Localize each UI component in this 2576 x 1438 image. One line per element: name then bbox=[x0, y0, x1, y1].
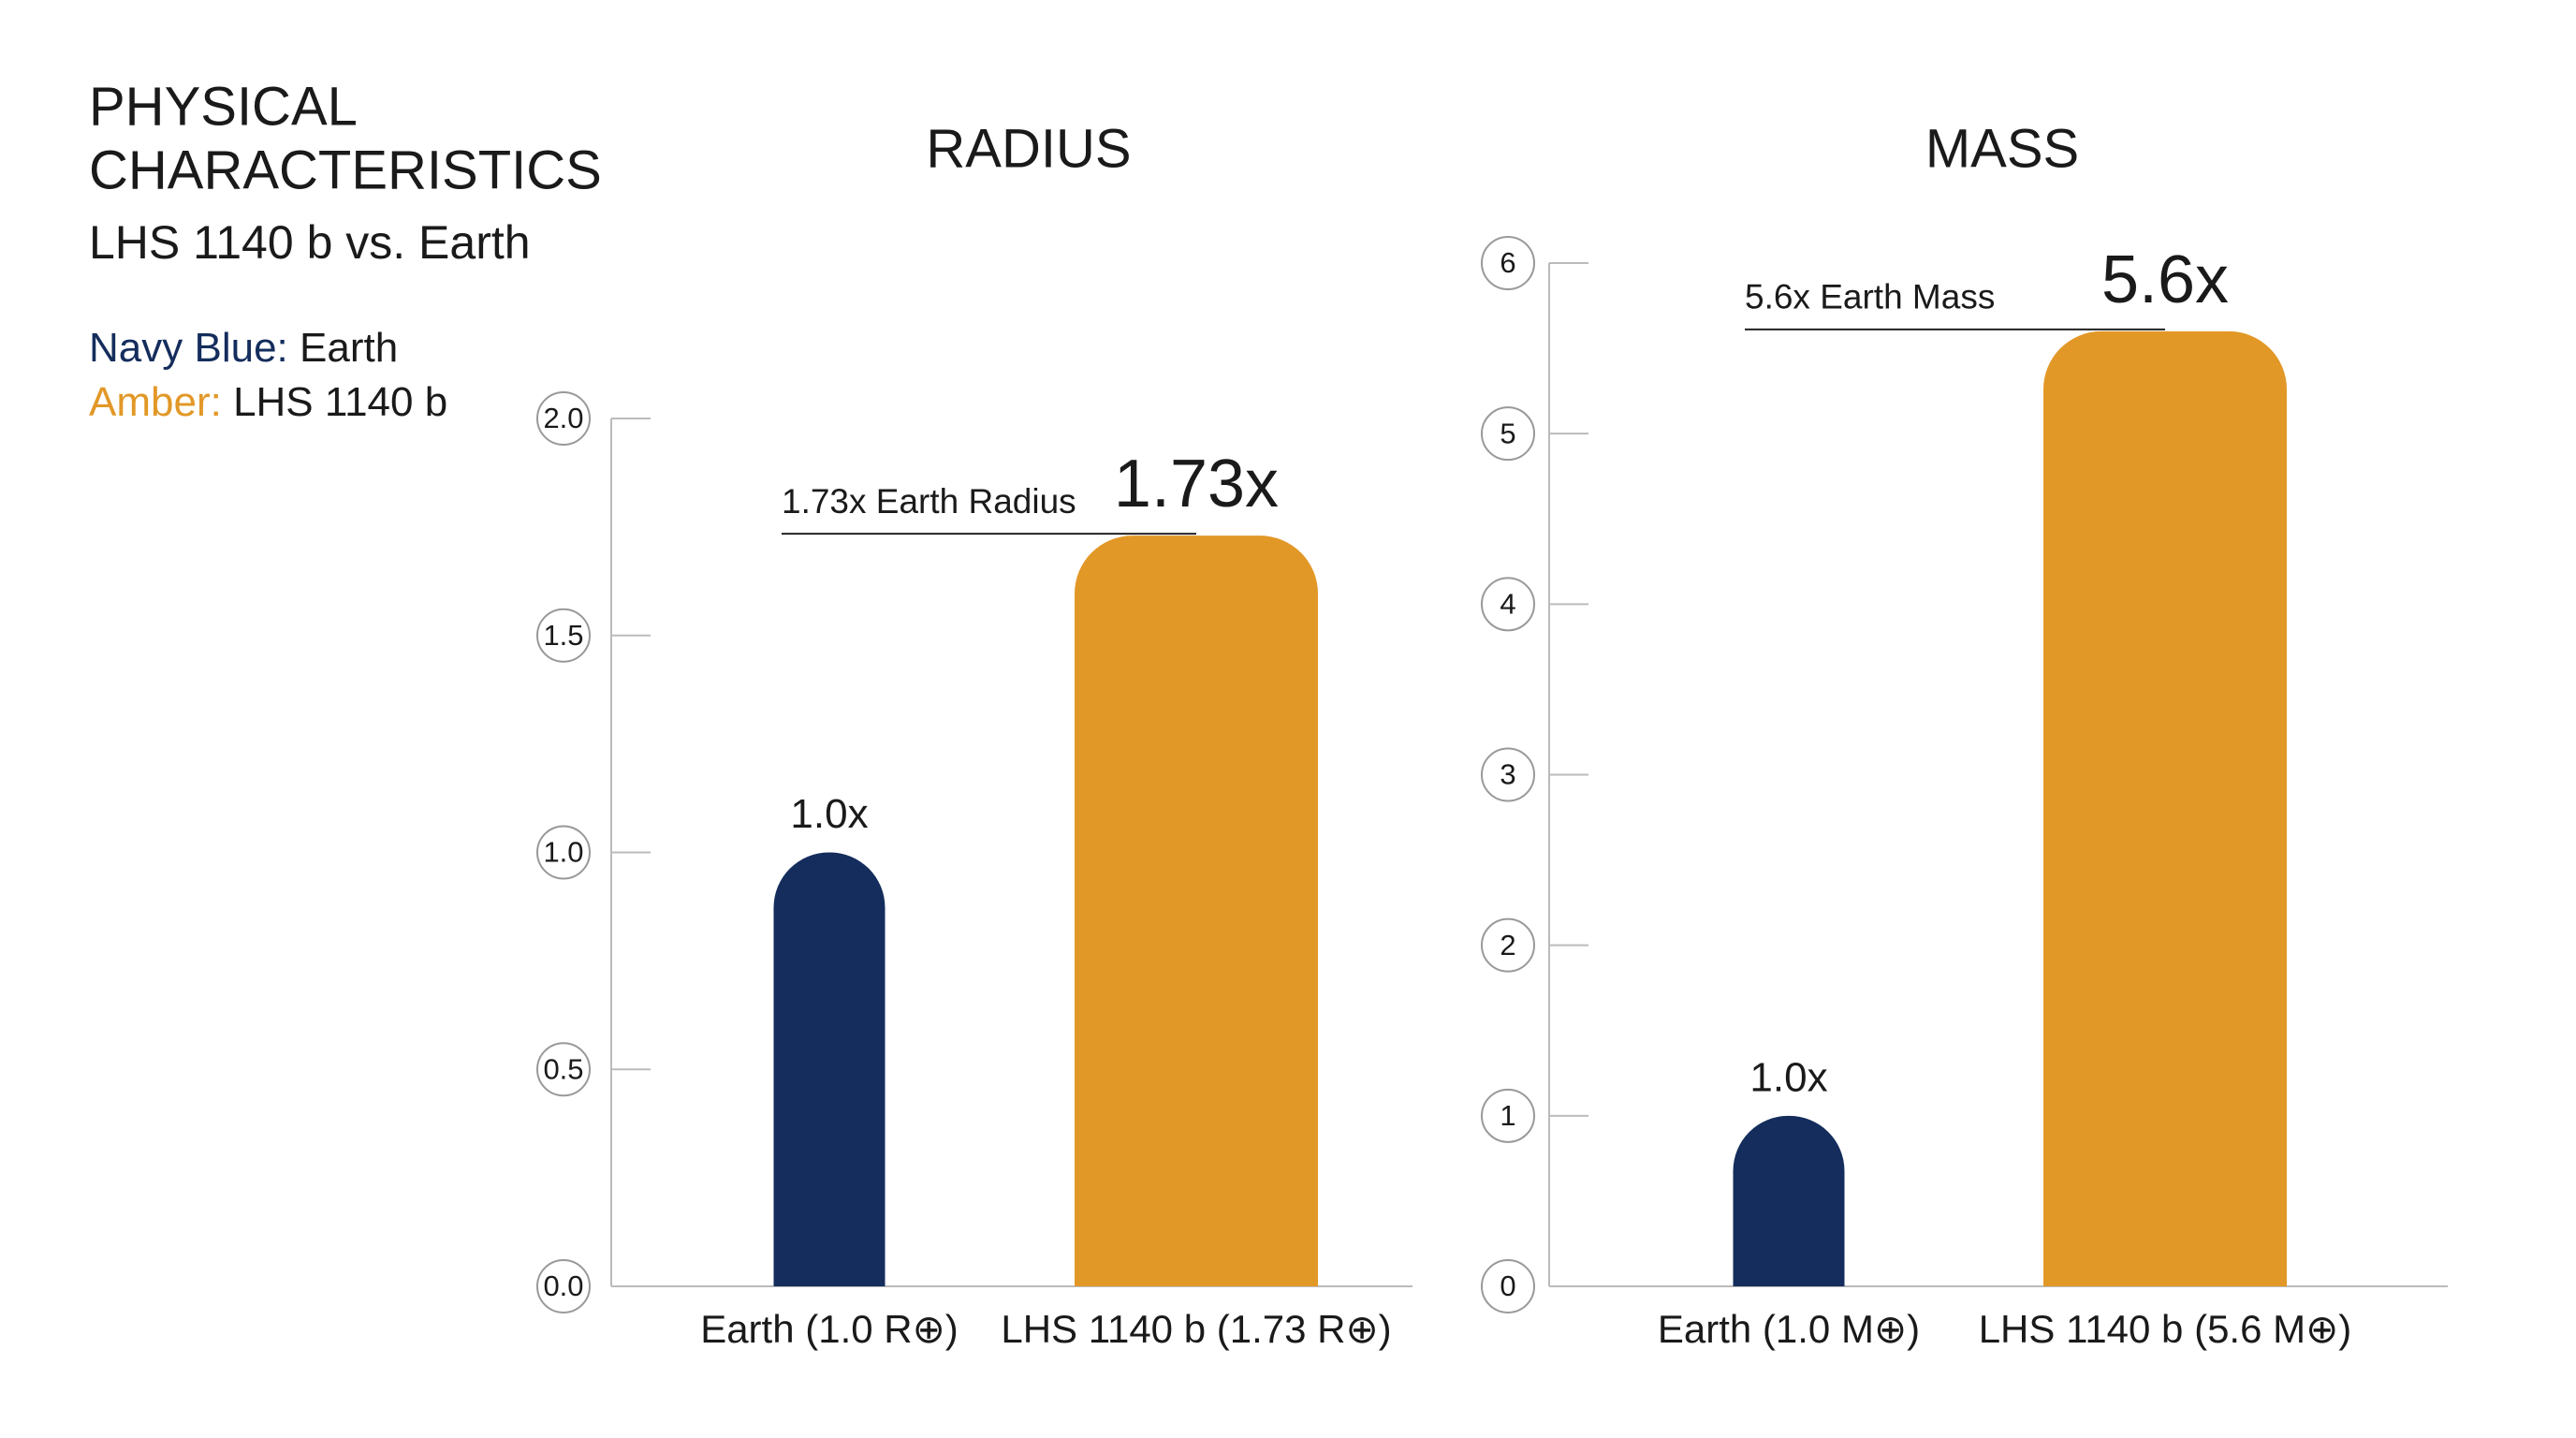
tick-badge bbox=[1481, 747, 1535, 802]
page-title: PHYSICAL bbox=[89, 76, 358, 137]
page-title: CHARACTERISTICS bbox=[89, 139, 602, 200]
y-tick-label: 0 bbox=[1500, 1269, 1515, 1302]
value-label: 1.73x bbox=[1114, 447, 1279, 521]
tick-badge bbox=[1481, 236, 1535, 290]
tick-badge bbox=[1481, 1259, 1535, 1313]
tick-badge bbox=[1481, 406, 1535, 462]
tick-badge bbox=[536, 608, 591, 663]
value-label: 5.6x bbox=[2101, 242, 2229, 317]
annotation: 5.6x Earth Mass bbox=[1745, 278, 1995, 316]
legend-key: Amber: bbox=[89, 379, 222, 425]
bar bbox=[2042, 330, 2287, 1286]
legend-key: Navy Blue: bbox=[89, 325, 288, 371]
y-tick-label: 6 bbox=[1500, 246, 1515, 279]
value-label: 1.0x bbox=[1749, 1054, 1827, 1100]
y-tick-label: 1.0 bbox=[543, 836, 583, 869]
annotation: 1.73x Earth Radius bbox=[782, 482, 1076, 521]
chart-title: MASS bbox=[1925, 118, 2079, 179]
tick-badge bbox=[536, 391, 591, 446]
y-tick-label: 3 bbox=[1500, 758, 1515, 791]
legend-entry: Amber: LHS 1140 b bbox=[89, 379, 447, 425]
y-tick-label: 1.5 bbox=[543, 619, 583, 652]
y-tick-label: 2 bbox=[1500, 929, 1515, 961]
y-tick-label: 2.0 bbox=[543, 402, 583, 434]
y-tick-label: 1 bbox=[1500, 1099, 1515, 1132]
legend-label: Earth bbox=[300, 325, 398, 371]
tick-badge bbox=[536, 1259, 591, 1313]
page-subtitle: LHS 1140 b vs. Earth bbox=[89, 216, 531, 269]
legend-entry: Navy Blue: Earth bbox=[89, 325, 398, 371]
bar bbox=[1075, 536, 1318, 1286]
y-tick-label: 0.0 bbox=[543, 1269, 583, 1302]
tick-badge bbox=[1481, 917, 1535, 973]
y-tick-label: 0.5 bbox=[543, 1052, 583, 1085]
bar bbox=[1733, 1115, 1845, 1286]
legend-label: LHS 1140 b bbox=[233, 379, 447, 425]
x-tick-label: LHS 1140 b (1.73 R⊕) bbox=[1001, 1307, 1391, 1351]
x-tick-label: Earth (1.0 R⊕) bbox=[700, 1307, 959, 1351]
tick-badge bbox=[536, 1042, 591, 1097]
x-tick-label: Earth (1.0 M⊕) bbox=[1658, 1307, 1920, 1351]
y-tick-label: 5 bbox=[1500, 417, 1515, 449]
bar bbox=[773, 852, 886, 1286]
tick-badge bbox=[536, 825, 591, 880]
tick-badge bbox=[1481, 577, 1535, 632]
y-tick-label: 4 bbox=[1500, 588, 1515, 621]
value-label: 1.0x bbox=[790, 791, 868, 837]
x-tick-label: LHS 1140 b (5.6 M⊕) bbox=[1979, 1307, 2352, 1351]
chart-title: RADIUS bbox=[926, 118, 1131, 179]
tick-badge bbox=[1481, 1088, 1535, 1143]
